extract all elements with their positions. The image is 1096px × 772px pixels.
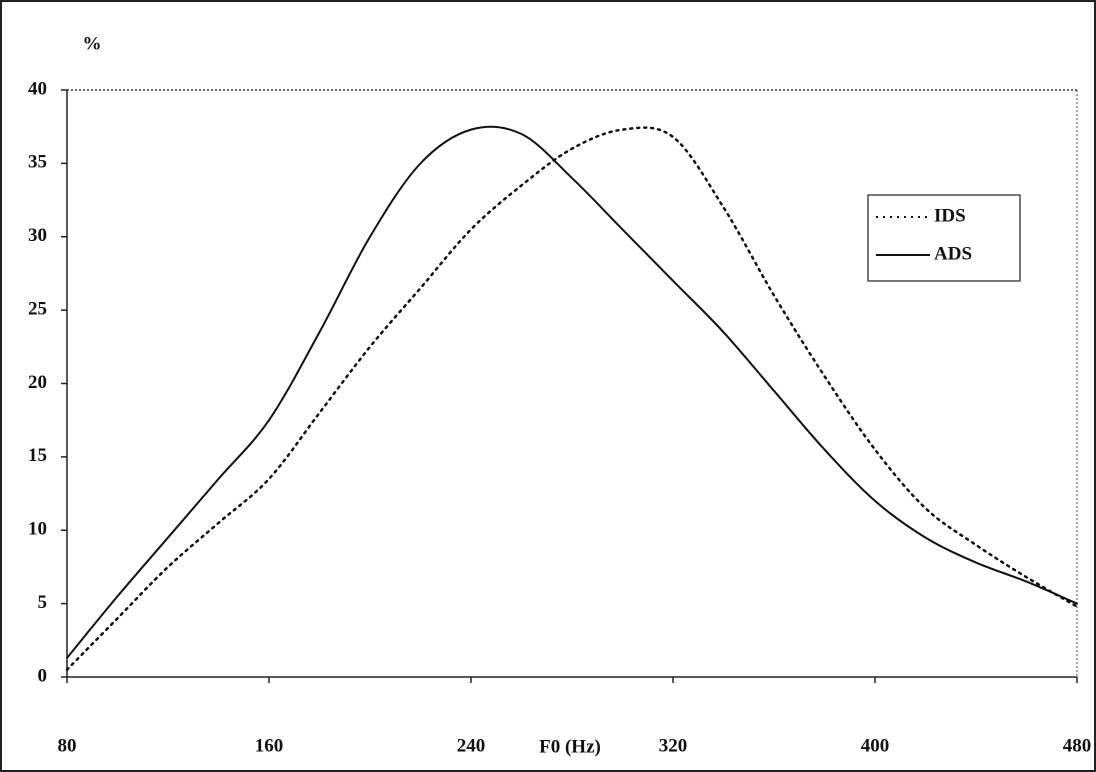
y-tick-label: 20 [28, 372, 47, 393]
y-tick-label: 15 [28, 445, 47, 466]
y-tick-label: 35 [28, 152, 47, 173]
series-line [65, 126, 1079, 671]
legend-box [867, 194, 1021, 282]
y-tick-label: 10 [28, 519, 47, 540]
x-tick-label: 160 [255, 735, 284, 756]
y-tick-label: 5 [38, 592, 48, 613]
legend-label: ADS [934, 243, 972, 264]
x-tick-label: 480 [1063, 735, 1092, 756]
y-tick-label: 40 [28, 78, 47, 99]
x-tick-label: 320 [659, 735, 688, 756]
y-tick-label: 0 [38, 665, 48, 686]
y-axis-label: % [83, 33, 102, 54]
x-tick-label: 80 [58, 735, 77, 756]
x-tick-label: 240 [457, 735, 486, 756]
y-tick-label: 25 [28, 298, 47, 319]
y-tick-label: 30 [28, 225, 47, 246]
legend-label: IDS [934, 205, 966, 226]
x-tick-label: 400 [861, 735, 890, 756]
x-axis-label: F0 (Hz) [539, 736, 601, 757]
series-line [66, 125, 1078, 659]
